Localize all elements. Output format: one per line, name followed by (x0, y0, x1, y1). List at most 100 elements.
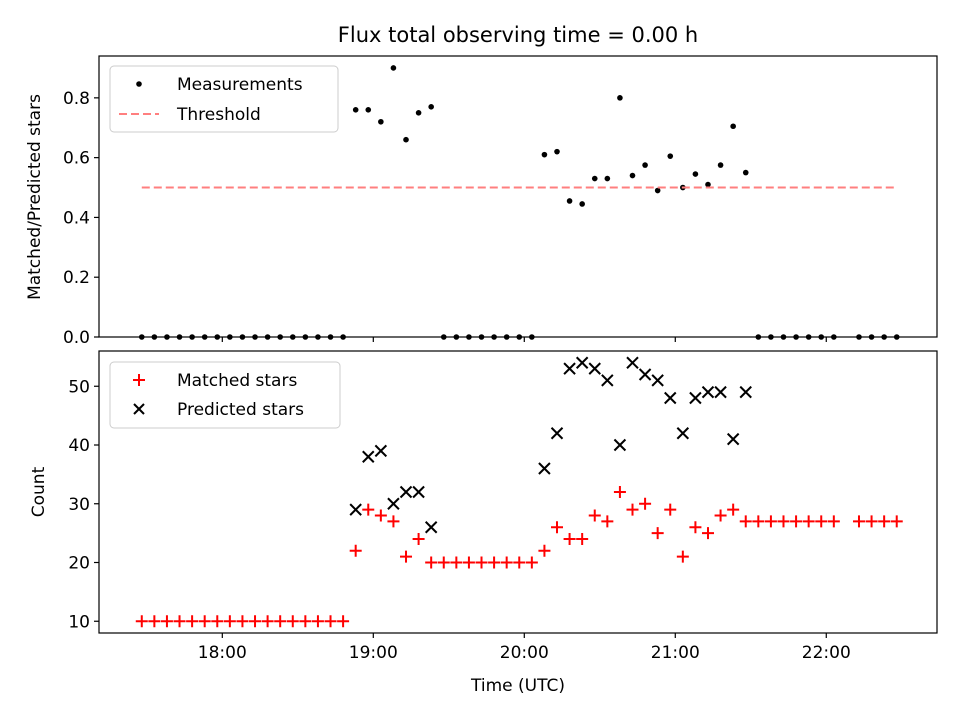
predicted-star-point (588, 362, 601, 375)
x-tick-label: 22:00 (802, 643, 851, 663)
predicted-star-point (362, 450, 375, 463)
predicted-star-point (689, 391, 702, 405)
legend-matched-marker (133, 374, 145, 386)
matched-star-point (186, 615, 199, 628)
matched-star-point (588, 509, 601, 522)
matched-star-point (362, 503, 375, 516)
measurement-point (692, 171, 699, 177)
top-y-axis-label: Matched/Predicted stars (25, 94, 45, 300)
measurement-point (554, 148, 560, 155)
chart-title: Flux total observing time = 0.00 h (338, 23, 698, 47)
top-plot-area: 0.0 0.2 0.4 0.6 0.8 (63, 65, 900, 348)
top-panel: Flux total observing time = 0.00 h Match… (25, 23, 938, 348)
matched-star-point (513, 556, 526, 569)
bottom-y-tick-label: 30 (68, 495, 90, 515)
measurement-point (617, 95, 623, 101)
matched-star-point (764, 515, 777, 528)
predicted-star-point (714, 385, 727, 399)
top-y-tick-label: 0.6 (63, 149, 90, 169)
predicted-star-point (424, 521, 438, 534)
measurement-point (352, 107, 359, 113)
matched-star-point (727, 503, 740, 516)
predicted-star-point (651, 374, 664, 387)
matched-star-point (752, 515, 765, 528)
matched-star-point (777, 515, 790, 528)
measurement-point (705, 181, 711, 188)
matched-star-point (475, 556, 488, 569)
matched-star-point (374, 509, 387, 522)
matched-star-point (714, 509, 727, 522)
measurement-point (604, 175, 611, 182)
predicted-star-point (563, 362, 576, 375)
matched-star-point (249, 615, 262, 628)
matched-star-point (639, 497, 652, 510)
matched-star-point (601, 515, 614, 528)
matched-star-point (878, 515, 891, 528)
measurement-point (365, 107, 372, 113)
matched-star-point (701, 527, 714, 540)
matched-star-point (664, 503, 677, 516)
matched-star-point (626, 503, 639, 516)
matched-star-point (324, 615, 337, 628)
bottom-plot-area: 18:00 19:00 20:00 21:00 22:00 10 20 30 40 50 (68, 356, 903, 663)
matched-star-point (173, 615, 186, 628)
predicted-star-point (601, 374, 614, 387)
top-axes-frame (98, 55, 938, 338)
matched-star-point (500, 556, 513, 569)
measurement-point (642, 162, 648, 168)
bottom-axes-frame (98, 350, 938, 634)
matched-star-point (815, 515, 828, 528)
matched-star-point (790, 515, 803, 528)
matched-star-point (563, 533, 576, 545)
predicted-star-point (412, 485, 425, 499)
bottom-y-tick-label: 20 (68, 554, 90, 574)
matched-star-point (739, 515, 752, 528)
measurement-point (390, 65, 397, 71)
bottom-y-tick-label: 50 (68, 377, 90, 397)
matched-star-point (462, 556, 475, 569)
predicted-star-point (550, 427, 564, 440)
legend-matched-label: Matched stars (177, 371, 297, 391)
measurement-point (667, 153, 674, 159)
matched-star-point (160, 615, 173, 628)
predicted-star-point (676, 427, 690, 440)
matched-star-point (198, 615, 211, 628)
matched-star-point (387, 515, 400, 528)
matched-star-point (450, 556, 463, 569)
measurement-point (428, 104, 434, 110)
matched-star-point (286, 615, 299, 628)
bottom-y-tick-label: 40 (68, 436, 90, 456)
predicted-star-point (726, 432, 740, 446)
predicted-star-point (613, 438, 627, 452)
bottom-legend-box (109, 361, 341, 429)
legend-measurements-marker (136, 81, 142, 87)
matched-star-point (538, 544, 551, 557)
predicted-star-point (664, 391, 677, 405)
matched-star-point (274, 615, 287, 628)
matched-star-point (852, 515, 865, 528)
matched-star-point (135, 615, 148, 628)
matched-star-point (437, 556, 450, 569)
measurement-point (566, 198, 573, 204)
matched-star-point (525, 556, 538, 569)
matched-star-point (148, 615, 161, 628)
matched-star-point (299, 615, 312, 628)
matched-star-point (223, 615, 236, 628)
top-legend: Measurements Threshold (109, 65, 339, 133)
matched-star-point (236, 615, 249, 628)
x-tick-label: 18:00 (198, 643, 247, 663)
measurement-point (717, 162, 724, 168)
x-tick-label: 20:00 (500, 643, 549, 663)
matched-star-point (613, 486, 626, 498)
predicted-star-point (399, 485, 413, 499)
top-y-tick-label: 0.2 (63, 268, 90, 288)
legend-predicted-label: Predicted stars (177, 400, 304, 420)
x-tick-label: 19:00 (349, 643, 398, 663)
matched-star-point (311, 615, 324, 628)
bottom-y-tick-label: 10 (68, 612, 90, 632)
matched-star-point (576, 533, 589, 545)
measurement-point (541, 151, 548, 158)
predicted-star-point (638, 368, 652, 381)
measurement-point (378, 118, 384, 125)
predicted-star-point (538, 462, 551, 475)
